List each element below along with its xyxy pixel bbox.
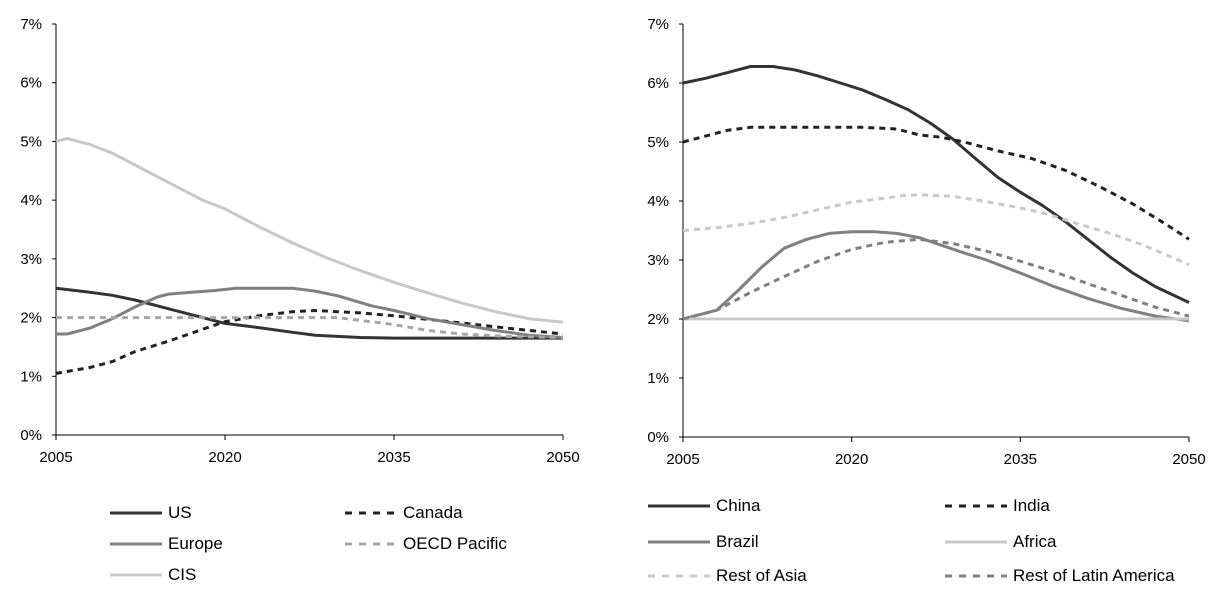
- y-tick-label: 6%: [647, 75, 669, 92]
- series-line-india: [682, 125, 1190, 241]
- x-tick-label: 2005: [39, 449, 72, 466]
- y-tick-label: 6%: [20, 75, 42, 92]
- y-tick-label: 5%: [647, 134, 669, 151]
- legend-item: Africa: [945, 532, 1057, 551]
- y-tick-label: 2%: [647, 311, 669, 328]
- legend-label: Brazil: [716, 532, 759, 551]
- legend-item: India: [945, 496, 1050, 515]
- y-tick-label: 7%: [20, 16, 42, 33]
- legend-label: Rest of Latin America: [1013, 566, 1175, 585]
- legend-label: China: [716, 496, 761, 515]
- series-line-rest-of-asia: [682, 193, 1190, 267]
- x-tick-label: 2005: [666, 451, 699, 468]
- series-line-oecd-pacific: [56, 316, 564, 339]
- chart-1: 0% 1% 2% 3% 4% 5% 6% 7% 2005 2020 2035 2050 US Canada…: [20, 16, 579, 584]
- legend-label: Europe: [168, 534, 223, 553]
- series-line-cis: [55, 137, 564, 324]
- legend: China India Brazil Africa Rest of Asia Rest o…: [648, 496, 1175, 585]
- y-tick-label: 5%: [20, 133, 42, 150]
- y-tick-label: 1%: [647, 370, 669, 387]
- legend-item: US: [110, 503, 192, 522]
- legend-item: Canada: [345, 503, 463, 522]
- series-line-europe: [56, 286, 564, 339]
- series-line-us: [55, 286, 563, 340]
- series-line-rest-of-latin-america: [682, 237, 1190, 321]
- chart-2: 0% 1% 2% 3% 4% 5% 6% 7% 2005 2020 2035 2050 China Ind…: [647, 16, 1205, 585]
- series-line-brazil: [682, 230, 1190, 323]
- legend-item: Rest of Latin America: [945, 566, 1175, 585]
- x-tick-label: 2050: [546, 449, 579, 466]
- legend-label: Canada: [403, 503, 463, 522]
- legend-item: China: [648, 496, 761, 515]
- legend-label: OECD Pacific: [403, 534, 507, 553]
- legend-item: Brazil: [648, 532, 759, 551]
- x-tick-label: 2020: [835, 451, 868, 468]
- legend-item: OECD Pacific: [345, 534, 507, 553]
- y-tick-label: 2%: [20, 310, 42, 327]
- y-tick-label: 1%: [20, 368, 42, 385]
- legend-item: CIS: [110, 565, 196, 584]
- x-tick-label: 2050: [1172, 451, 1205, 468]
- x-tick-label: 2035: [1004, 451, 1037, 468]
- legend-label: CIS: [168, 565, 196, 584]
- series-line-china: [682, 65, 1190, 304]
- y-tick-label: 0%: [20, 427, 42, 444]
- y-tick-label: 3%: [20, 251, 42, 268]
- legend-label: India: [1013, 496, 1050, 515]
- legend: US Canada Europe OECD Pacific CIS: [110, 503, 507, 584]
- x-tick-label: 2020: [208, 449, 241, 466]
- y-tick-label: 0%: [647, 429, 669, 446]
- y-tick-label: 3%: [647, 252, 669, 269]
- legend-label: US: [168, 503, 192, 522]
- x-tick-label: 2035: [377, 449, 410, 466]
- y-tick-label: 7%: [647, 16, 669, 33]
- legend-label: Africa: [1013, 532, 1057, 551]
- legend-label: Rest of Asia: [716, 566, 807, 585]
- legend-item: Rest of Asia: [648, 566, 807, 585]
- y-tick-label: 4%: [647, 193, 669, 210]
- legend-item: Europe: [110, 534, 223, 553]
- series-line-canada: [55, 309, 564, 375]
- y-tick-label: 4%: [20, 192, 42, 209]
